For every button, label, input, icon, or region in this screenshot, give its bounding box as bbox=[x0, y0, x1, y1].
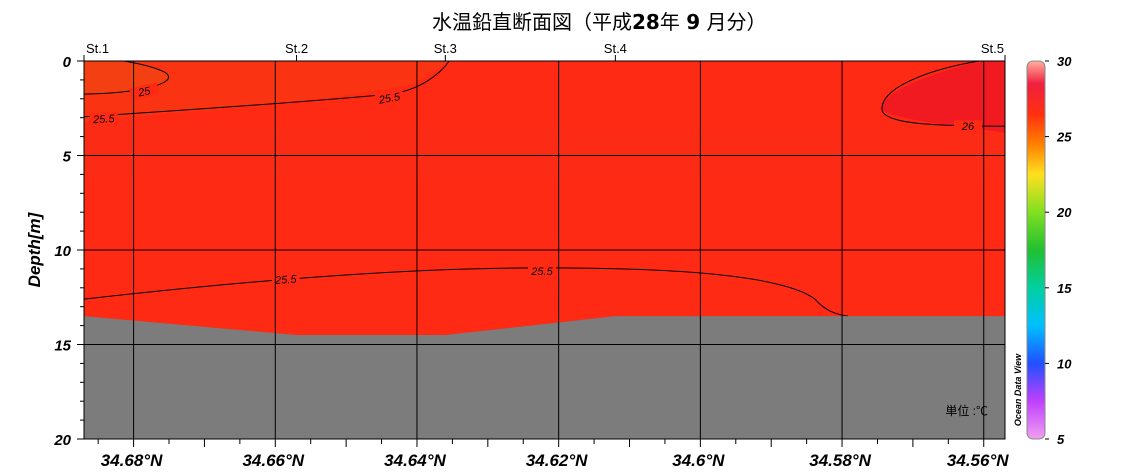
station-label: St.4 bbox=[604, 41, 627, 56]
warm-layer bbox=[84, 61, 450, 122]
mid-layer bbox=[84, 121, 1005, 175]
watermark: Ocean Data View bbox=[1013, 353, 1023, 426]
contour-label-bg bbox=[89, 111, 119, 126]
y-tick-label: 10 bbox=[54, 243, 71, 260]
contour-label: 25.5 bbox=[92, 113, 116, 126]
colorbar-tick-label: 30 bbox=[1057, 54, 1072, 69]
contour-26 bbox=[881, 61, 1005, 127]
station-band bbox=[84, 38, 1005, 59]
contour-label-bg bbox=[374, 89, 405, 107]
contour-25-5-lower bbox=[84, 267, 849, 317]
y-tick-label: 0 bbox=[63, 54, 72, 71]
seabed-polygon bbox=[84, 316, 1005, 439]
cool-surface-patch bbox=[880, 61, 1005, 133]
x-tick-label: 34.64°N bbox=[384, 451, 446, 470]
y-axis-label: Depth[m] bbox=[25, 211, 44, 287]
contour-label-bg bbox=[271, 272, 301, 287]
station-label: St.1 bbox=[86, 41, 109, 56]
x-tick-label: 34.68°N bbox=[101, 451, 163, 470]
station-labels: St.1 St.2 St.3 St.4 St.5 bbox=[83, 38, 1006, 61]
chart-title: 水温鉛直断面図（平成28年 9 月分） bbox=[432, 8, 832, 36]
colorbar-gradient bbox=[1026, 60, 1046, 440]
colorbar: 30 25 20 15 10 5 bbox=[1026, 54, 1072, 447]
x-tick-label: 34.66°N bbox=[242, 451, 304, 470]
x-tick-label: 34.58°N bbox=[809, 451, 871, 470]
contour-label: 26 bbox=[961, 121, 975, 133]
station-label: St.2 bbox=[285, 41, 308, 56]
x-tick-label: 34.56°N bbox=[947, 451, 1009, 470]
station-label: St.3 bbox=[434, 41, 457, 56]
colorbar-tick-label: 15 bbox=[1057, 281, 1072, 296]
colorbar-tick-label: 20 bbox=[1056, 205, 1072, 220]
contour-label: 25.5 bbox=[274, 274, 298, 287]
x-tick-label: 34.62°N bbox=[526, 451, 588, 470]
x-tick-label: 34.6°N bbox=[672, 451, 725, 470]
colorbar-tick-label: 25 bbox=[1056, 130, 1072, 145]
colorbar-tick-label: 10 bbox=[1057, 356, 1072, 371]
contour-label: 25.5 bbox=[377, 91, 402, 107]
contour-label-bg bbox=[129, 82, 160, 101]
y-tick-label: 15 bbox=[54, 338, 71, 355]
contour-label: 25 bbox=[136, 85, 152, 100]
colorbar-tick-label: 5 bbox=[1057, 432, 1065, 447]
contour-lines: 25 25.5 25.5 25.5 25.5 26 bbox=[84, 61, 1005, 317]
unit-label: 単位 :℃ bbox=[945, 403, 988, 418]
y-tick-label: 20 bbox=[53, 432, 71, 449]
contour-label-bg bbox=[528, 264, 556, 277]
contour-label-bg bbox=[954, 120, 982, 133]
seabed bbox=[84, 316, 1005, 439]
contour-label: 25.5 bbox=[530, 266, 553, 278]
station-label: St.5 bbox=[981, 41, 1004, 56]
contour-25-5-upper bbox=[84, 61, 450, 118]
y-tick-label: 5 bbox=[63, 149, 72, 166]
axes: 0 5 10 15 20 34.68°N 34.66°N 34.64°N 34.62°N 34.6… bbox=[53, 54, 1009, 470]
